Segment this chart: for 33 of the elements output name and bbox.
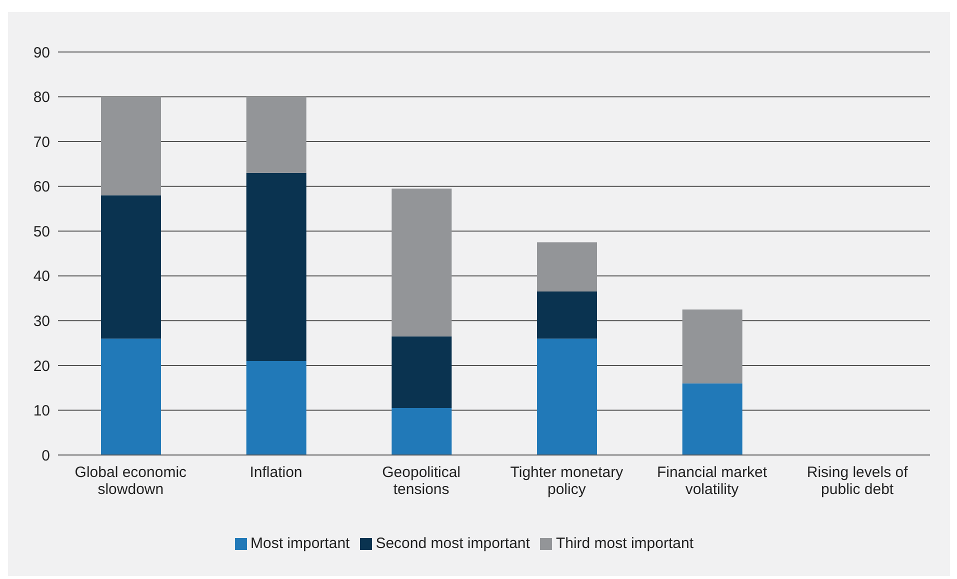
x-tick-label: Tighter monetary policy [510, 464, 624, 498]
bar [101, 338, 161, 455]
y-tick-label: 40 [33, 268, 50, 286]
bar [246, 360, 306, 455]
y-tick-label: 0 [42, 447, 50, 464]
y-tick-label: 50 [33, 223, 50, 240]
bar [101, 96, 161, 196]
x-tick-label: Inflation [250, 464, 302, 481]
x-tick-label: Financial market volatility [656, 464, 768, 498]
x-tick-label: Global economic slowdown [74, 464, 188, 498]
y-tick-label: 60 [33, 178, 50, 196]
x-tick-label: Geopolitical tensions [382, 464, 461, 498]
bar [246, 172, 306, 361]
bar [682, 383, 742, 455]
bar [392, 336, 452, 408]
y-tick-label: 80 [33, 89, 50, 106]
bar [101, 195, 161, 339]
legend-label: Third most important [556, 535, 694, 552]
bar [537, 242, 597, 292]
legend-label: Most important [250, 535, 350, 552]
legend-label: Second most important [376, 535, 530, 552]
y-tick-label: 30 [33, 312, 50, 330]
bar [537, 338, 597, 455]
y-tick-label: 70 [33, 134, 50, 151]
bar [682, 309, 742, 384]
bar [392, 408, 452, 455]
bar [392, 188, 452, 336]
bar [246, 96, 306, 173]
y-tick-label: 10 [33, 402, 50, 420]
bar [537, 292, 597, 339]
y-tick-label: 20 [33, 358, 50, 375]
x-tick-label: Rising levels of public debt [806, 464, 909, 498]
y-tick-label: 90 [33, 44, 50, 62]
